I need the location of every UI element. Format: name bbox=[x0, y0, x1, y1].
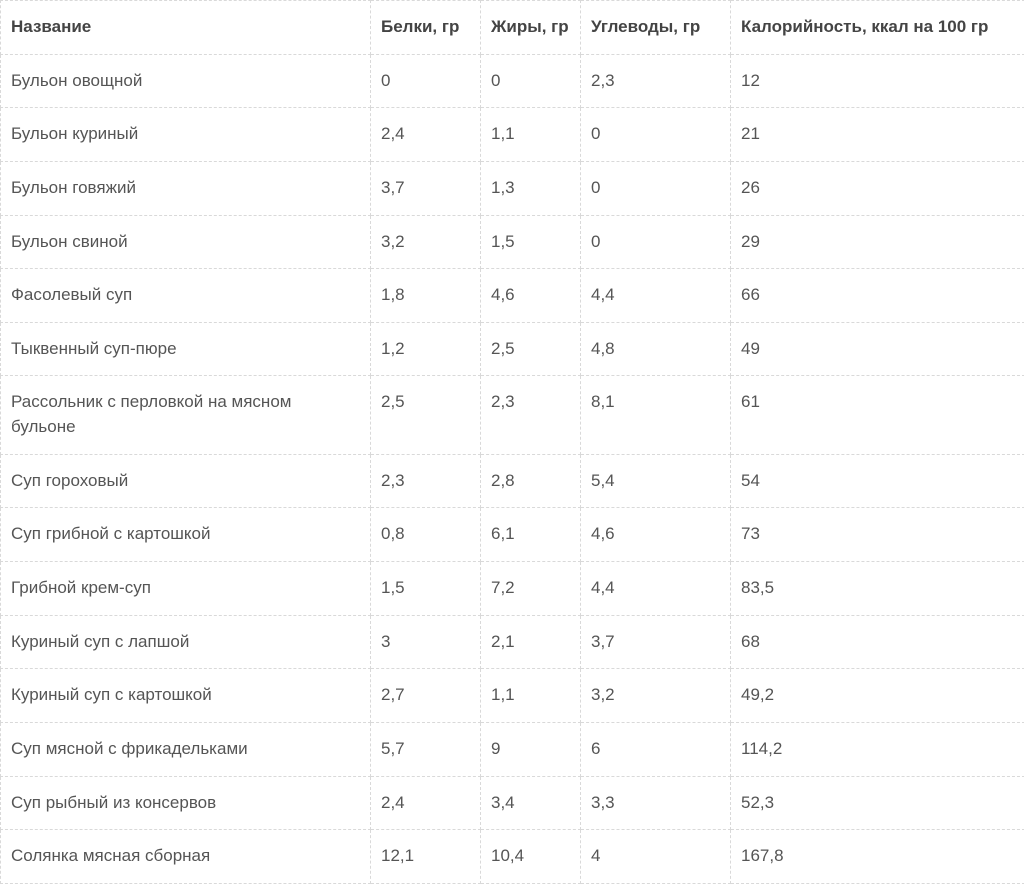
table-cell: 7,2 bbox=[481, 562, 581, 616]
table-cell: 0 bbox=[371, 54, 481, 108]
table-row: Бульон свиной3,21,5029 bbox=[1, 215, 1024, 269]
table-cell: Куриный суп с лапшой bbox=[1, 615, 371, 669]
table-cell: 3,2 bbox=[581, 669, 731, 723]
table-cell: 1,5 bbox=[481, 215, 581, 269]
nutrition-table: Название Белки, гр Жиры, гр Углеводы, гр… bbox=[0, 0, 1024, 884]
table-cell: 2,3 bbox=[481, 376, 581, 454]
table-cell: 2,4 bbox=[371, 108, 481, 162]
table-row: Суп гороховый2,32,85,454 bbox=[1, 454, 1024, 508]
table-cell: 167,8 bbox=[731, 830, 1024, 884]
table-cell: Солянка мясная сборная bbox=[1, 830, 371, 884]
table-cell: 4,4 bbox=[581, 269, 731, 323]
table-row: Бульон говяжий3,71,3026 bbox=[1, 161, 1024, 215]
col-header-kcal: Калорийность, ккал на 100 гр bbox=[731, 1, 1024, 55]
table-body: Бульон овощной002,312Бульон куриный2,41,… bbox=[1, 54, 1024, 883]
table-cell: 3,7 bbox=[581, 615, 731, 669]
table-cell: 1,1 bbox=[481, 108, 581, 162]
table-cell: 3,4 bbox=[481, 776, 581, 830]
table-cell: 0 bbox=[581, 215, 731, 269]
table-row: Суп мясной с фрикадельками5,796114,2 bbox=[1, 722, 1024, 776]
table-cell: 0 bbox=[581, 108, 731, 162]
table-cell: 2,7 bbox=[371, 669, 481, 723]
table-cell: 61 bbox=[731, 376, 1024, 454]
table-cell: 29 bbox=[731, 215, 1024, 269]
table-cell: 4,4 bbox=[581, 562, 731, 616]
table-cell: 4,6 bbox=[481, 269, 581, 323]
table-cell: Тыквенный суп-пюре bbox=[1, 322, 371, 376]
table-cell: Бульон куриный bbox=[1, 108, 371, 162]
table-cell: 5,7 bbox=[371, 722, 481, 776]
table-cell: Бульон овощной bbox=[1, 54, 371, 108]
table-row: Фасолевый суп1,84,64,466 bbox=[1, 269, 1024, 323]
table-cell: 8,1 bbox=[581, 376, 731, 454]
table-cell: 1,5 bbox=[371, 562, 481, 616]
table-cell: 5,4 bbox=[581, 454, 731, 508]
table-cell: 2,3 bbox=[371, 454, 481, 508]
table-cell: 114,2 bbox=[731, 722, 1024, 776]
table-cell: 0,8 bbox=[371, 508, 481, 562]
table-cell: Куриный суп с картошкой bbox=[1, 669, 371, 723]
col-header-name: Название bbox=[1, 1, 371, 55]
table-row: Солянка мясная сборная12,110,44167,8 bbox=[1, 830, 1024, 884]
table-cell: Рассольник с перловкой на мясном бульоне bbox=[1, 376, 371, 454]
table-cell: 6 bbox=[581, 722, 731, 776]
table-cell: 54 bbox=[731, 454, 1024, 508]
table-cell: 3,7 bbox=[371, 161, 481, 215]
table-cell: Суп рыбный из консервов bbox=[1, 776, 371, 830]
table-cell: 2,8 bbox=[481, 454, 581, 508]
table-cell: 4,8 bbox=[581, 322, 731, 376]
table-cell: Бульон говяжий bbox=[1, 161, 371, 215]
table-row: Рассольник с перловкой на мясном бульоне… bbox=[1, 376, 1024, 454]
table-cell: 3 bbox=[371, 615, 481, 669]
table-cell: 49,2 bbox=[731, 669, 1024, 723]
table-cell: 2,4 bbox=[371, 776, 481, 830]
table-cell: 0 bbox=[581, 161, 731, 215]
table-cell: 26 bbox=[731, 161, 1024, 215]
table-cell: 73 bbox=[731, 508, 1024, 562]
table-cell: 1,1 bbox=[481, 669, 581, 723]
table-cell: 4 bbox=[581, 830, 731, 884]
table-cell: 4,6 bbox=[581, 508, 731, 562]
table-row: Тыквенный суп-пюре1,22,54,849 bbox=[1, 322, 1024, 376]
table-cell: 1,2 bbox=[371, 322, 481, 376]
table-row: Грибной крем-суп1,57,24,483,5 bbox=[1, 562, 1024, 616]
table-cell: 2,3 bbox=[581, 54, 731, 108]
col-header-fat: Жиры, гр bbox=[481, 1, 581, 55]
table-cell: 2,5 bbox=[371, 376, 481, 454]
table-cell: 12 bbox=[731, 54, 1024, 108]
col-header-protein: Белки, гр bbox=[371, 1, 481, 55]
table-cell: 49 bbox=[731, 322, 1024, 376]
table-cell: 1,8 bbox=[371, 269, 481, 323]
table-cell: Суп гороховый bbox=[1, 454, 371, 508]
table-row: Куриный суп с лапшой32,13,768 bbox=[1, 615, 1024, 669]
table-row: Куриный суп с картошкой2,71,13,249,2 bbox=[1, 669, 1024, 723]
table-cell: 3,2 bbox=[371, 215, 481, 269]
table-cell: 68 bbox=[731, 615, 1024, 669]
table-cell: 52,3 bbox=[731, 776, 1024, 830]
table-row: Суп рыбный из консервов2,43,43,352,3 bbox=[1, 776, 1024, 830]
table-cell: 9 bbox=[481, 722, 581, 776]
table-cell: Суп грибной с картошкой bbox=[1, 508, 371, 562]
table-cell: Грибной крем-суп bbox=[1, 562, 371, 616]
table-cell: 83,5 bbox=[731, 562, 1024, 616]
table-cell: Фасолевый суп bbox=[1, 269, 371, 323]
table-cell: 0 bbox=[481, 54, 581, 108]
table-row: Бульон овощной002,312 bbox=[1, 54, 1024, 108]
table-cell: 3,3 bbox=[581, 776, 731, 830]
col-header-carbs: Углеводы, гр bbox=[581, 1, 731, 55]
table-cell: Бульон свиной bbox=[1, 215, 371, 269]
table-row: Бульон куриный2,41,1021 bbox=[1, 108, 1024, 162]
table-cell: 12,1 bbox=[371, 830, 481, 884]
table-cell: 21 bbox=[731, 108, 1024, 162]
table-cell: 2,1 bbox=[481, 615, 581, 669]
table-cell: 66 bbox=[731, 269, 1024, 323]
table-cell: 10,4 bbox=[481, 830, 581, 884]
table-cell: 6,1 bbox=[481, 508, 581, 562]
table-cell: Суп мясной с фрикадельками bbox=[1, 722, 371, 776]
table-cell: 2,5 bbox=[481, 322, 581, 376]
table-header-row: Название Белки, гр Жиры, гр Углеводы, гр… bbox=[1, 1, 1024, 55]
table-row: Суп грибной с картошкой0,86,14,673 bbox=[1, 508, 1024, 562]
table-cell: 1,3 bbox=[481, 161, 581, 215]
